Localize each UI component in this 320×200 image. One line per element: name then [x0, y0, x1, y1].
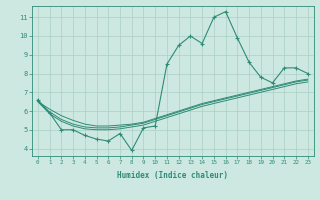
- X-axis label: Humidex (Indice chaleur): Humidex (Indice chaleur): [117, 171, 228, 180]
